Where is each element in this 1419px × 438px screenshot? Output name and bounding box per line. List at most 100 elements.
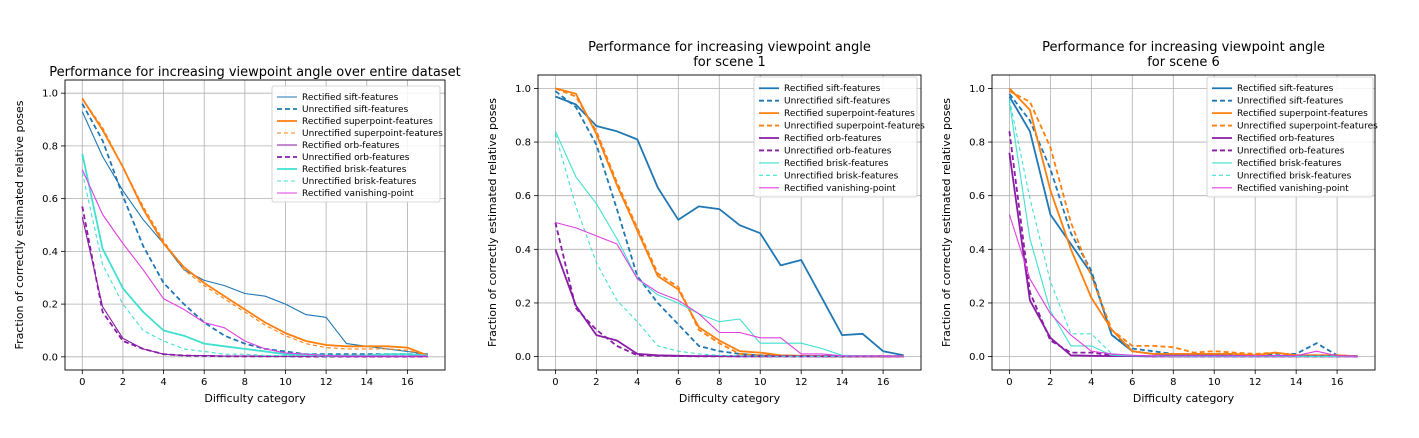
legend-entry: Rectified vanishing-point [784, 184, 896, 194]
series-line-orb-unrectified [81, 206, 428, 358]
chart-panel-scene-1: Performance for increasing viewpoint ang… [486, 40, 925, 405]
legend-entry: Rectified superpoint-features [1237, 109, 1368, 119]
legend-entry: Rectified brisk-features [784, 159, 889, 169]
x-axis-label: Difficulty category [679, 392, 781, 405]
chart-title: Performance for increasing viewpoint ang… [49, 65, 460, 80]
y-tick-label: 0.4 [969, 245, 985, 256]
legend-box [753, 76, 918, 198]
series-line-vanishing-rectified [81, 169, 428, 357]
x-tick-label: 8 [716, 377, 722, 388]
legend-entry: Unrectified brisk-features [784, 171, 899, 181]
legend-entry: Unrectified superpoint-features [302, 129, 443, 139]
y-tick-label: 0.6 [42, 194, 58, 205]
x-tick-label: 6 [1129, 377, 1135, 388]
chart-title: Performance for increasing viewpoint ang… [588, 40, 871, 70]
series-line-sift-rectified [555, 95, 904, 357]
y-tick-label: 1.0 [42, 89, 58, 100]
x-tick-label: 8 [242, 377, 248, 388]
legend-entry: Unrectified sift-features [784, 97, 891, 107]
y-tick-label: 0.4 [515, 245, 531, 256]
y-tick-label: 0.2 [515, 298, 531, 309]
legend-entry: Unrectified brisk-features [1237, 171, 1352, 181]
plot-frame [64, 79, 446, 371]
x-tick-label: 4 [1088, 377, 1094, 388]
x-tick-label: 12 [320, 377, 333, 388]
legend-entry: Rectified sift-features [302, 93, 399, 103]
x-tick-label: 16 [877, 377, 890, 388]
x-tick-label: 8 [1170, 377, 1176, 388]
series-line-orb-rectified [81, 216, 428, 358]
series-line-brisk-unrectified [81, 172, 428, 357]
legend-entry: Rectified superpoint-features [302, 117, 433, 127]
legend-entry: Unrectified superpoint-features [1237, 122, 1378, 132]
x-tick-label: 4 [160, 377, 166, 388]
x-tick-label: 2 [120, 377, 126, 388]
series-line-sift-unrectified [554, 90, 904, 358]
legend-entry: Rectified orb-features [302, 141, 400, 151]
legend-box [1206, 76, 1374, 198]
legend: Rectified sift-features Unrectified sift-… [271, 85, 443, 203]
y-tick-label: 1.0 [969, 84, 985, 95]
series-line-vanishing-rectified [1008, 214, 1358, 357]
x-tick-label: 0 [1006, 377, 1012, 388]
series-line-sift-unrectified [81, 103, 428, 356]
x-axis-label: Difficulty category [204, 392, 306, 405]
x-axis-label: Difficulty category [1133, 392, 1235, 405]
legend-entry: Unrectified orb-features [302, 153, 410, 163]
x-tick-label: 6 [675, 377, 681, 388]
x-tick-label: 6 [201, 377, 207, 388]
x-tick-label: 14 [360, 377, 373, 388]
legend-entry: Rectified brisk-features [1237, 159, 1342, 169]
series-line-orb-unrectified [554, 222, 904, 358]
legend-entry: Unrectified brisk-features [302, 177, 417, 187]
y-tick-label: 0.2 [969, 298, 985, 309]
legend: Rectified sift-features Unrectified sift-… [1206, 76, 1378, 198]
chart-panel-overall: Performance for increasing viewpoint ang… [13, 65, 461, 405]
x-tick-label: 16 [401, 377, 414, 388]
x-tick-label: 0 [552, 377, 558, 388]
series-line-superpoint-rectified [81, 98, 429, 357]
series-lines [554, 87, 904, 358]
x-tick-label: 10 [1208, 377, 1221, 388]
x-tick-label: 0 [79, 377, 85, 388]
y-tick-label: 0.0 [969, 352, 985, 363]
x-tick-label: 12 [1249, 377, 1262, 388]
plot-frame [537, 74, 922, 371]
y-axis-label: Fraction of correctly estimated relative… [13, 100, 26, 349]
y-tick-label: 0.0 [42, 352, 58, 363]
y-tick-label: 1.0 [515, 84, 531, 95]
legend-entry: Rectified sift-features [1237, 84, 1334, 94]
ticks: 0 2 4 6 8 10 12 14 16 0.0 0.2 0.4 0.6 0.8 1.0 [42, 89, 414, 388]
legend-entry: Rectified orb-features [1237, 134, 1335, 144]
series-lines [1008, 87, 1358, 358]
y-tick-label: 0.2 [42, 300, 58, 311]
legend-entry: Unrectified sift-features [1237, 97, 1344, 107]
y-tick-label: 0.6 [515, 191, 531, 202]
series-lines [81, 98, 429, 358]
x-tick-label: 4 [634, 377, 640, 388]
legend-entry: Rectified vanishing-point [302, 189, 414, 199]
legend-entry: Unrectified superpoint-features [784, 122, 925, 132]
chart-title: Performance for increasing viewpoint ang… [1042, 40, 1325, 70]
ticks: 0 2 4 6 8 10 12 14 16 0.0 0.2 0.4 0.6 0.8 1.0 [969, 84, 1343, 388]
legend-entry: Rectified superpoint-features [784, 109, 915, 119]
ticks: 0 2 4 6 8 10 12 14 16 0.0 0.2 0.4 0.6 0.8 1.0 [515, 84, 889, 388]
legend-entry: Unrectified orb-features [784, 146, 892, 156]
x-tick-label: 16 [1331, 377, 1344, 388]
x-tick-label: 14 [1290, 377, 1303, 388]
x-tick-label: 2 [1047, 377, 1053, 388]
y-tick-label: 0.4 [42, 247, 58, 258]
y-axis-label: Fraction of correctly estimated relative… [940, 98, 953, 347]
legend-entry: Unrectified orb-features [1237, 146, 1345, 156]
legend-entry: Rectified sift-features [784, 84, 881, 94]
legend-entry: Unrectified sift-features [302, 105, 409, 115]
series-line-superpoint-unrectified [81, 98, 428, 357]
chart-panel-scene-6: Performance for increasing viewpoint ang… [940, 40, 1378, 405]
x-tick-label: 10 [279, 377, 292, 388]
x-tick-label: 2 [593, 377, 599, 388]
series-line-vanishing-rectified [555, 221, 904, 357]
y-tick-label: 0.8 [42, 141, 58, 152]
plot-frame [991, 74, 1376, 371]
legend-box [271, 85, 441, 203]
